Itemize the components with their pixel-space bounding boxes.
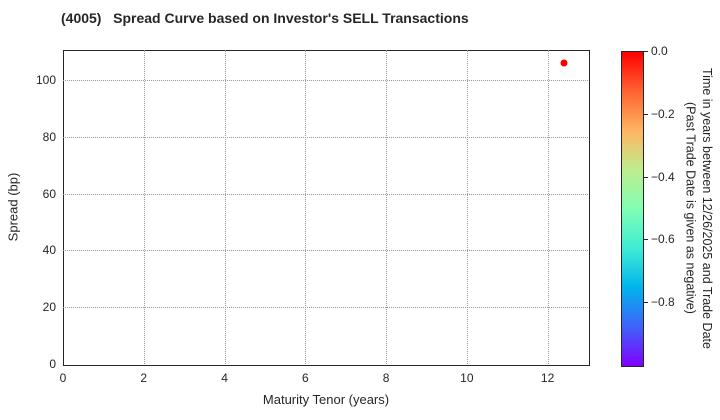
colorbar-tick — [643, 113, 648, 115]
x-tick-label: 8 — [382, 371, 390, 385]
y-tick-label: 60 — [42, 186, 56, 201]
x-gridline — [547, 50, 549, 364]
y-gridline — [63, 250, 588, 252]
x-gridline — [305, 50, 307, 364]
x-gridline — [143, 50, 145, 364]
y-gridline — [63, 307, 588, 309]
colorbar-label: Time in years between 12/26/2025 and Tra… — [682, 50, 715, 366]
colorbar-tick — [643, 176, 648, 178]
colorbar-tick — [643, 51, 648, 52]
colorbar-tick — [643, 239, 648, 241]
x-tick-label: 12 — [540, 371, 555, 385]
y-tick-label: 0 — [49, 357, 56, 371]
y-tick-label: 80 — [42, 129, 56, 144]
y-gridline — [63, 193, 588, 195]
colorbar-label-line1: Time in years between 12/26/2025 and Tra… — [700, 67, 714, 349]
y-axis-label: Spread (bp) — [5, 172, 21, 242]
colorbar-tick-label: −0.8 — [651, 295, 675, 310]
y-gridline — [63, 80, 588, 82]
colorbar-tick-label: −0.2 — [651, 106, 675, 121]
colorbar-label-line2: (Past Trade Date is given as negative) — [683, 102, 698, 314]
x-axis-label: Maturity Tenor (years) — [262, 392, 390, 407]
y-tick-label: 20 — [42, 300, 56, 315]
y-tick-label: 40 — [42, 243, 56, 258]
colorbar-tick — [643, 302, 648, 304]
x-tick-label: 10 — [460, 371, 474, 385]
colorbar-tick-label: −0.6 — [651, 232, 675, 247]
colorbar-gradient — [621, 51, 644, 367]
colorbar-tick-label: 0.0 — [651, 44, 668, 58]
x-gridline — [224, 50, 226, 364]
colorbar-tick-label: −0.4 — [651, 169, 675, 184]
chart-title: (4005) Spread Curve based on Investor's … — [61, 10, 469, 26]
x-gridline — [466, 50, 468, 364]
plot-area — [63, 50, 590, 366]
x-tick-label: 6 — [301, 371, 309, 385]
y-gridline — [63, 136, 588, 138]
x-gridline — [386, 50, 388, 364]
x-tick-label: 2 — [140, 371, 148, 385]
x-tick-label: 0 — [59, 371, 67, 385]
x-tick-label: 4 — [221, 371, 228, 385]
y-tick-label: 100 — [35, 73, 56, 88]
data-point[interactable] — [560, 59, 568, 67]
